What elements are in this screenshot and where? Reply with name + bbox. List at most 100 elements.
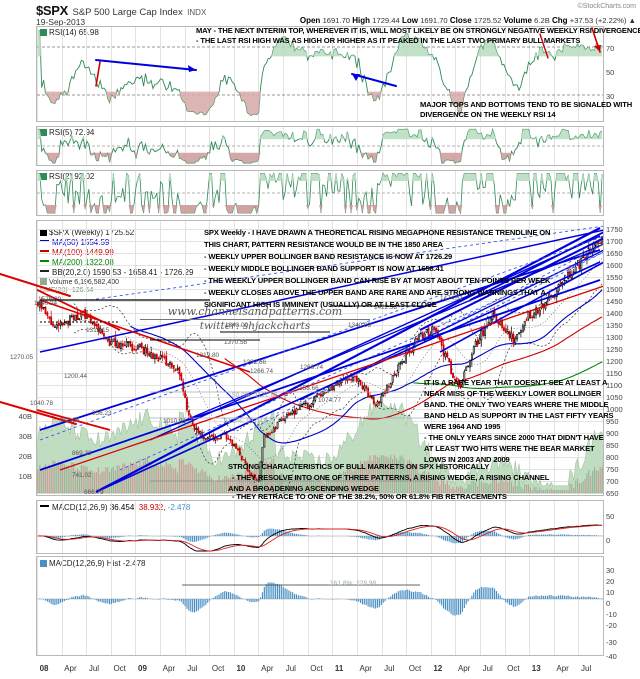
annotation-top-0: MAY - THE NEXT INTERIM TOP, WHEREVER IT …	[196, 26, 640, 35]
xtick-Jul: Jul	[581, 664, 592, 673]
price-ytick-1500: 1500	[606, 285, 623, 294]
price-label-8: 869.32	[72, 450, 92, 457]
legend-ma200: MA(200) 1322.08	[40, 258, 114, 267]
annotation-right-3: BAND HELD AS SUPPORT IN THE LAST FIFTY Y…	[424, 411, 614, 420]
price-label-1: 1440.24	[34, 300, 58, 307]
annotation-main-5: - WEEKLY CLOSES ABOVE THE UPPER BAND ARE…	[204, 288, 546, 297]
price-label-3: 1313.15	[86, 327, 110, 334]
watermark-twitter: twitter: shjackcharts	[199, 320, 311, 332]
hist-ytick-0: 0	[606, 599, 611, 608]
legend-rsi5-text: RSI(5) 72.94	[49, 128, 95, 137]
xtick-Oct: Oct	[408, 664, 422, 673]
macd-line-icon	[40, 505, 49, 507]
legend-macd-hist-text: MACD(12,26,9) Hist -2.478	[49, 559, 146, 568]
price-label-16: 1266.74	[250, 368, 274, 375]
symbol-description: S&P 500 Large Cap Index	[72, 7, 183, 18]
annotation-right-0: IT IS A RARE YEAR THAT DOESN'T SEE AT LE…	[424, 378, 608, 387]
price-label-2: 1270.05	[10, 354, 34, 361]
low-value: 1691.70	[420, 16, 448, 25]
panel-price	[36, 220, 604, 496]
xtick-Apr: Apr	[64, 664, 77, 673]
annotation-main-3: - WEEKLY MIDDLE BOLLINGER BAND SUPPORT I…	[204, 264, 444, 273]
legend-volume: Volume 6,196,582,400	[40, 278, 119, 286]
price-label-11: 1010.91	[163, 418, 187, 425]
volume-value: 6.2B	[534, 16, 550, 25]
ma50-line-icon	[40, 240, 49, 242]
xtick-Jul: Jul	[88, 664, 100, 673]
rsi14-ytick-30: 30	[606, 92, 615, 101]
hist-ytick-n40: -40	[606, 652, 617, 661]
legend-ma100-text: MA(100) 1449.99	[52, 248, 114, 257]
watermark: www.channelsandpatterns.com twitter: shj…	[140, 305, 370, 332]
symbol-exchange: INDX	[187, 8, 207, 17]
rsi14-swatch-icon	[40, 29, 47, 36]
annotation-bottom-0: STRONG CHARACTERISTICS OF BULL MARKETS O…	[228, 462, 490, 471]
macd-ytick-50: 50	[606, 512, 615, 521]
price-ytick-1050: 1050	[606, 393, 623, 402]
close-label: Close	[449, 16, 472, 25]
annotation-main-0: SPX Weekly - I HAVE DRAWN A THEORETICAL …	[204, 228, 551, 237]
annotation-top-1: - THE LAST RSI HIGH WAS AS HIGH OR HIGHE…	[196, 36, 581, 45]
annotation-right-2: BAND. THE ONLY TWO YEARS WHERE THE MIDDL…	[424, 400, 609, 409]
legend-ma50: MA(50) 1554.59	[40, 238, 109, 247]
price-ytick-950: 950	[606, 417, 619, 426]
price-label-14: 1292.66	[243, 359, 267, 366]
xtick-Apr: Apr	[457, 664, 471, 673]
volume-ytick-20b: 20B	[18, 452, 32, 461]
legend-macd-v1: 36.454,	[109, 503, 137, 512]
price-ytick-900: 900	[606, 429, 619, 438]
open-value: 1691.70	[322, 16, 351, 25]
time-axis: 08 Apr Jul Oct 09 Apr Jul Oct 10 Apr Jul Oct 11 Apr Ju…	[0, 660, 640, 679]
annotation-main-1: THIS CHART, PATTERN RESISTANCE WOULD BE …	[204, 240, 443, 249]
xtick-Apr: Apr	[261, 664, 274, 673]
panel-rsi5	[36, 126, 604, 166]
price-label-6: 943.85	[60, 417, 80, 424]
price-ytick-1550: 1550	[606, 273, 623, 282]
chg-label: Chg	[552, 16, 568, 25]
high-label: High	[352, 16, 371, 25]
legend-macd: MACD(12,26,9) 36.454, 38.932, -2.478	[40, 503, 190, 512]
price-ytick-1650: 1650	[606, 249, 623, 258]
legend-price: $SPX (Weekly) 1725.52	[40, 228, 134, 237]
chart-header: $SPX S&P 500 Large Cap Index INDX	[36, 2, 636, 20]
price-ytick-1350: 1350	[606, 321, 623, 330]
annotation-right-6: AT LEAST TWO HITS WERE THE BEAR MARKET	[424, 444, 595, 453]
symbol-ticker: $SPX	[36, 3, 69, 18]
source-credit: ©StockCharts.com	[577, 3, 636, 10]
hist-swatch-icon	[40, 560, 47, 567]
annotation-main-6: SIGNIFICANT HIGH IS IMMINENT (USUALLY) O…	[204, 300, 437, 309]
price-ytick-850: 850	[606, 441, 619, 450]
xtick-Apr: Apr	[556, 664, 569, 673]
price-ytick-750: 750	[606, 465, 619, 474]
legend-macd-v2: 38.932,	[138, 503, 166, 512]
legend-volume-text: Volume 6,196,582,400	[49, 279, 120, 286]
volume-ytick-10b: 10B	[18, 472, 32, 481]
price-label-9: 741.02	[72, 472, 92, 479]
annotation-rsi-div-0: MAJOR TOPS AND BOTTOMS TEND TO BE SIGNAL…	[420, 100, 633, 109]
xtick-Jul: Jul	[187, 664, 198, 673]
volume-label: Volume	[503, 16, 532, 25]
xtick-Oct: Oct	[507, 664, 520, 673]
hist-ytick-10: 10	[606, 588, 615, 597]
quote-bar: Open 1691.70 High 1729.44 Low 1691.70 Cl…	[300, 16, 636, 25]
volume-ytick-40b: 40B	[18, 412, 32, 421]
annotation-main-2: - WEEKLY UPPER BOLLINGER BAND RESISTANCE…	[204, 252, 453, 261]
xtick-13: 13	[531, 664, 541, 673]
legend-macd-v3: -2.478	[167, 503, 191, 512]
legend-macd-hist: MACD(12,26,9) Hist -2.478	[40, 559, 145, 568]
volume-ytick-30b: 30B	[18, 432, 32, 441]
price-ytick-1600: 1600	[606, 261, 623, 270]
price-label-22: 1074.77	[318, 397, 342, 404]
price-label-13: 1370.58	[224, 339, 248, 346]
hist-ytick-n20: -20	[606, 621, 617, 630]
annotation-right-1: NEAR MISS OF THE WEEKLY LOWER BOLLINGER	[424, 389, 602, 398]
high-value: 1729.44	[372, 16, 400, 25]
xtick-09: 09	[138, 664, 147, 673]
price-ytick-650: 650	[606, 489, 619, 498]
price-ytick-1100: 1100	[606, 381, 623, 390]
xtick-08: 08	[39, 664, 49, 673]
legend-ma200-text: MA(200) 1322.08	[52, 258, 114, 267]
xtick-Apr: Apr	[162, 664, 176, 673]
panel-rsi2	[36, 170, 604, 216]
price-ytick-800: 800	[606, 453, 619, 462]
